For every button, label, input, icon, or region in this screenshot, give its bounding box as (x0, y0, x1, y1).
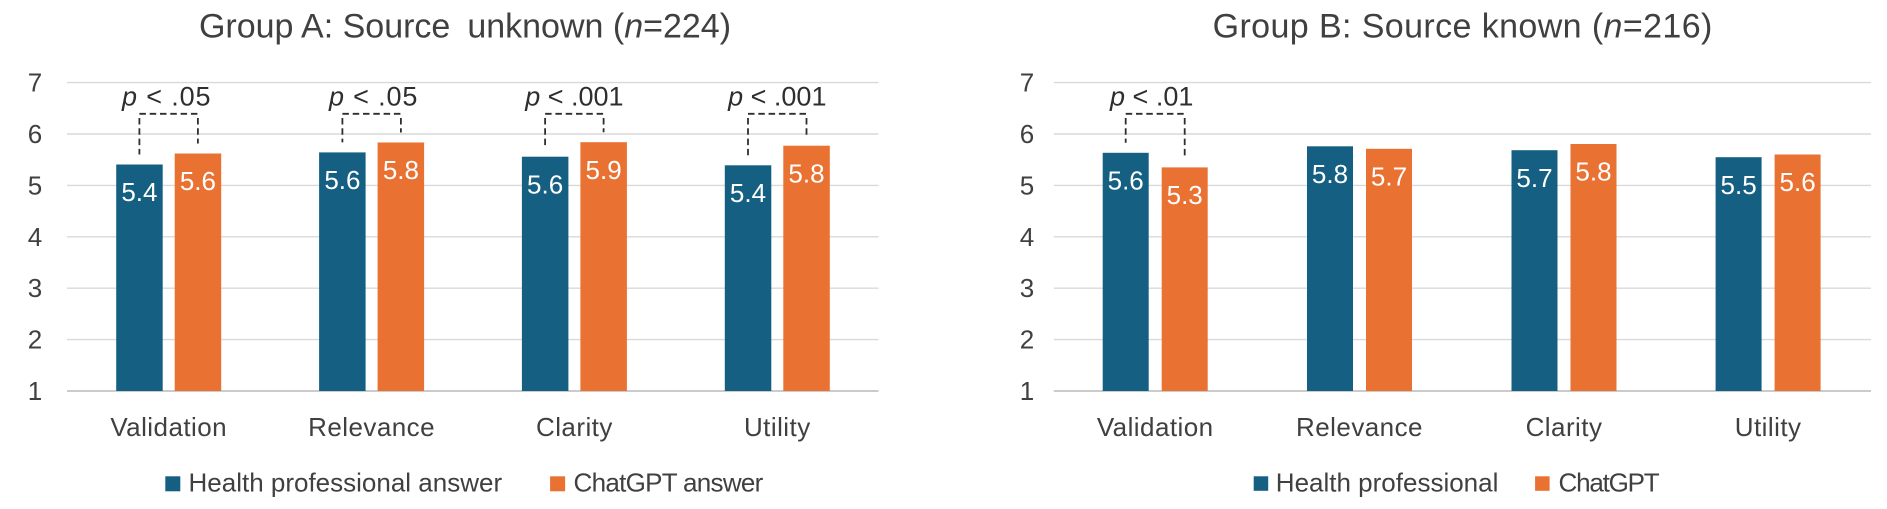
svg-text:5.6: 5.6 (527, 169, 563, 199)
svg-text:5.6: 5.6 (1108, 166, 1144, 196)
svg-text:5: 5 (28, 170, 42, 200)
svg-text:6: 6 (28, 119, 42, 149)
svg-text:p < .05: p < .05 (121, 82, 211, 112)
svg-text:2: 2 (28, 325, 42, 355)
svg-text:Health professional: Health professional (1276, 468, 1499, 498)
svg-text:Utility: Utility (744, 412, 811, 442)
svg-text:5.5: 5.5 (1721, 170, 1757, 200)
svg-text:5.3: 5.3 (1167, 180, 1203, 210)
svg-text:5.8: 5.8 (788, 158, 824, 188)
svg-text:5.6: 5.6 (1780, 167, 1816, 197)
svg-text:p < .001: p < .001 (524, 82, 623, 112)
svg-text:Relevance: Relevance (1296, 412, 1423, 442)
svg-text:Validation: Validation (1097, 412, 1214, 442)
svg-text:Health professional answer: Health professional answer (189, 468, 503, 498)
svg-text:7: 7 (28, 68, 42, 98)
svg-text:Clarity: Clarity (536, 412, 613, 442)
svg-text:5.7: 5.7 (1516, 163, 1552, 193)
svg-text:2: 2 (1020, 325, 1034, 355)
svg-text:7: 7 (1020, 68, 1034, 98)
svg-text:3: 3 (28, 273, 42, 303)
svg-text:Validation: Validation (110, 412, 227, 442)
svg-text:Relevance: Relevance (308, 412, 435, 442)
svg-text:5.8: 5.8 (1575, 157, 1611, 187)
svg-text:p < .001: p < .001 (727, 82, 826, 112)
svg-text:5.8: 5.8 (383, 155, 419, 185)
svg-text:5.4: 5.4 (121, 177, 157, 207)
svg-text:1: 1 (28, 376, 42, 406)
svg-text:p < .01: p < .01 (1109, 82, 1193, 112)
svg-text:4: 4 (1020, 222, 1034, 252)
svg-text:4: 4 (28, 222, 42, 252)
svg-text:5.6: 5.6 (324, 165, 360, 195)
svg-text:5.4: 5.4 (730, 178, 766, 208)
svg-text:Group A: Source unknown (n=224: Group A: Source unknown (n=224) (199, 8, 731, 46)
svg-text:1: 1 (1020, 376, 1034, 406)
svg-text:6: 6 (1020, 119, 1034, 149)
svg-text:5.9: 5.9 (586, 155, 622, 185)
svg-text:5.7: 5.7 (1371, 162, 1407, 192)
svg-text:5: 5 (1020, 170, 1034, 200)
svg-text:Group B: Source known (n=216): Group B: Source known (n=216) (1213, 8, 1713, 46)
svg-text:5.6: 5.6 (180, 166, 216, 196)
svg-text:ChatGPT answer: ChatGPT answer (574, 468, 764, 498)
svg-text:5.8: 5.8 (1312, 159, 1348, 189)
svg-text:p < .05: p < .05 (328, 82, 418, 112)
svg-text:ChatGPT: ChatGPT (1559, 468, 1660, 498)
svg-text:3: 3 (1020, 273, 1034, 303)
svg-text:Clarity: Clarity (1526, 412, 1603, 442)
svg-text:Utility: Utility (1735, 412, 1802, 442)
